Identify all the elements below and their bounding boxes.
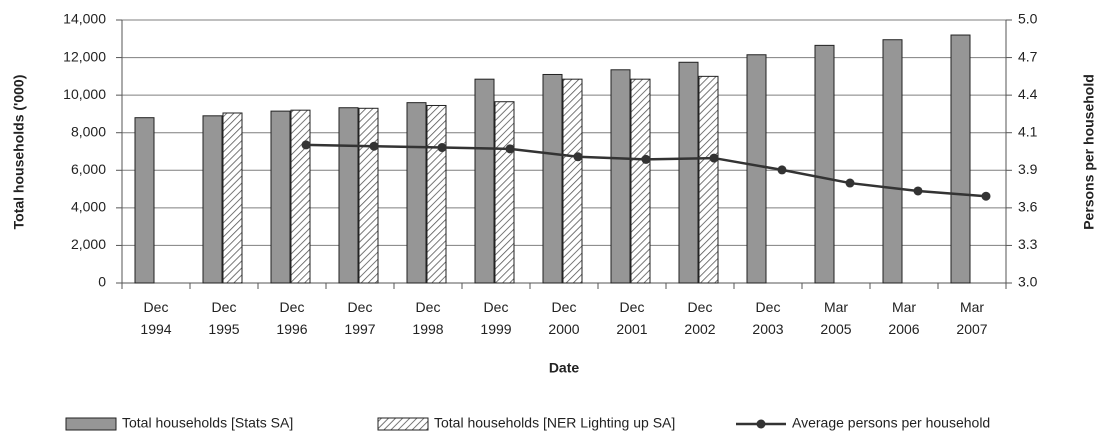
bar [338, 107, 359, 284]
x-tick-label: Mar 2005 [820, 299, 851, 337]
y-tick-label: 14,000 [63, 11, 106, 27]
x-tick-label: Mar 2006 [888, 299, 919, 337]
x-tick-label: Dec 1994 [140, 299, 171, 337]
bar [814, 44, 835, 284]
line-point [301, 140, 311, 150]
line-point [913, 186, 923, 196]
bar [222, 112, 243, 284]
bar [630, 78, 651, 284]
x-axis-title: Date [549, 360, 580, 376]
y-tick-label: 12,000 [63, 48, 106, 64]
x-tick-label: Dec 2001 [616, 299, 647, 337]
line-point [981, 191, 991, 201]
y2-tick-label: 3.6 [1018, 199, 1038, 215]
x-tick-label: Dec 2002 [684, 299, 715, 337]
y2-tick-label: 3.0 [1018, 274, 1038, 290]
legend-swatch [377, 417, 429, 431]
line-point [777, 165, 787, 175]
line-point [437, 143, 447, 153]
y-tick-label: 8,000 [71, 123, 106, 139]
bar [494, 101, 515, 284]
x-tick-label: Dec 1998 [412, 299, 443, 337]
x-tick-label: Dec 1995 [208, 299, 239, 337]
bar [678, 61, 699, 284]
bar [406, 102, 427, 284]
legend-swatch [756, 419, 766, 429]
y2-axis-title: Persons per household [1081, 74, 1097, 230]
y2-tick-label: 3.3 [1018, 236, 1038, 252]
x-tick-label: Dec 2003 [752, 299, 783, 337]
bar [562, 78, 583, 284]
bar [542, 73, 563, 284]
bar [474, 78, 495, 284]
line-point [641, 154, 651, 164]
line-point [369, 141, 379, 151]
bar [698, 75, 719, 284]
x-tick-label: Dec 1997 [344, 299, 375, 337]
bar [134, 117, 155, 284]
x-tick-label: Mar 2007 [956, 299, 987, 337]
y2-tick-label: 5.0 [1018, 11, 1038, 27]
y2-tick-label: 4.7 [1018, 48, 1038, 64]
y-tick-label: 0 [98, 274, 106, 290]
bar [426, 104, 447, 284]
y2-tick-label: 4.4 [1018, 86, 1038, 102]
bar [290, 109, 311, 284]
y2-tick-label: 3.9 [1018, 161, 1038, 177]
legend-label: Total households [Stats SA] [122, 415, 293, 431]
y2-tick-label: 4.1 [1018, 123, 1038, 139]
line-point [573, 152, 583, 162]
legend-label: Average persons per household [792, 415, 990, 431]
bar [950, 34, 971, 284]
legend-swatch [65, 417, 117, 431]
line-point [709, 153, 719, 163]
y-tick-label: 4,000 [71, 199, 106, 215]
y-axis-title: Total households ('000) [11, 75, 27, 230]
y-tick-label: 10,000 [63, 86, 106, 102]
y-tick-label: 2,000 [71, 236, 106, 252]
x-tick-label: Dec 1996 [276, 299, 307, 337]
line-point [505, 144, 515, 154]
bar [610, 69, 631, 284]
x-tick-label: Dec 1999 [480, 299, 511, 337]
legend-label: Total households [NER Lighting up SA] [434, 415, 675, 431]
bar [882, 39, 903, 284]
bar [358, 107, 379, 284]
bar [746, 54, 767, 284]
line-point [845, 178, 855, 188]
bar [270, 110, 291, 284]
y-tick-label: 6,000 [71, 161, 106, 177]
bar [202, 115, 223, 284]
x-tick-label: Dec 2000 [548, 299, 579, 337]
